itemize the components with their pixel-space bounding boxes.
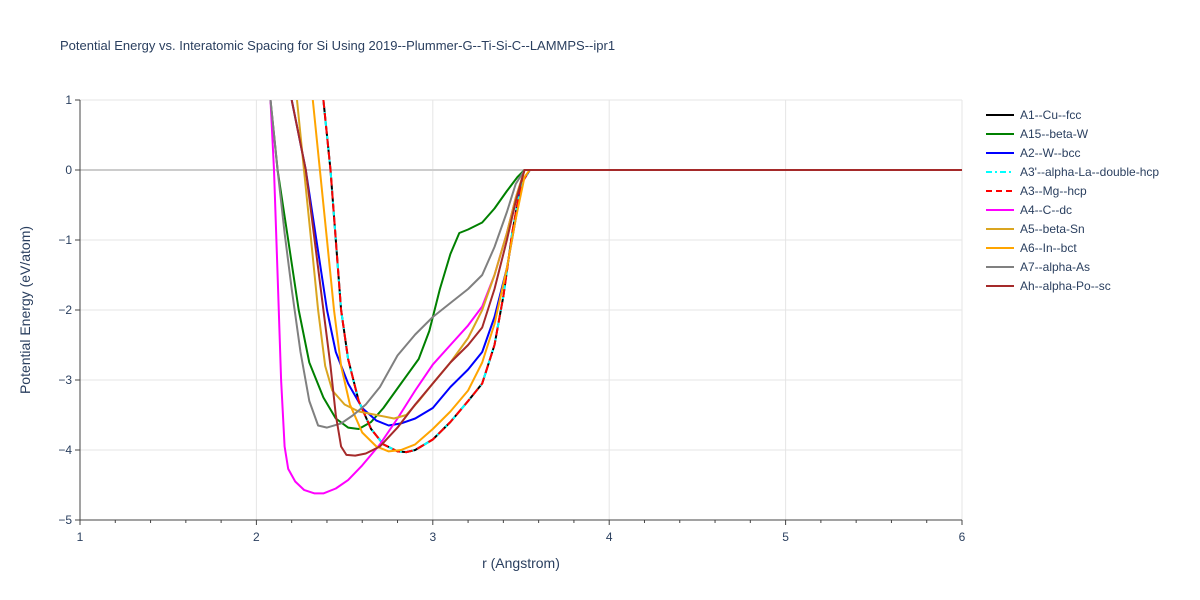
series-line (269, 100, 962, 429)
y-axis-title: Potential Energy (eV/atom) (17, 226, 33, 394)
y-tick-label: −2 (58, 303, 72, 317)
legend-item[interactable]: A7--alpha-As (986, 260, 1090, 274)
y-tick-label: −3 (58, 373, 72, 387)
legend-item[interactable]: A5--beta-Sn (986, 222, 1085, 236)
series-line (311, 100, 962, 453)
x-tick-label: 1 (77, 530, 84, 544)
chart-title: Potential Energy vs. Interatomic Spacing… (60, 38, 615, 53)
legend-item[interactable]: A1--Cu--fcc (986, 108, 1081, 122)
legend[interactable]: A1--Cu--fcc A15--beta-W A2--W--bcc A3'--alp… (986, 108, 1159, 293)
series-layer (269, 100, 962, 495)
legend-item[interactable]: Ah--alpha-Po--sc (986, 279, 1111, 293)
series-line (296, 100, 962, 420)
legend-label: A7--alpha-As (1020, 260, 1090, 274)
y-tick-label: −1 (58, 233, 72, 247)
legend-item[interactable]: A6--In--bct (986, 241, 1077, 255)
axis-layer: 1 2 3 4 5 6 1 0 −1 −2 −3 −4 −5 (58, 93, 965, 544)
y-tick-label: 0 (65, 163, 72, 177)
legend-label: A6--In--bct (1020, 241, 1077, 255)
x-axis-title: r (Angstrom) (482, 555, 560, 571)
legend-item[interactable]: A3--Mg--hcp (986, 184, 1087, 198)
series-line (290, 100, 962, 427)
y-tick-label: −5 (58, 513, 72, 527)
legend-label: A3'--alpha-La--double-hcp (1020, 165, 1159, 179)
legend-label: A3--Mg--hcp (1020, 184, 1087, 198)
legend-label: Ah--alpha-Po--sc (1020, 279, 1111, 293)
x-tick-label: 3 (429, 530, 436, 544)
series-line (290, 100, 962, 457)
x-tick-label: 2 (253, 530, 260, 544)
x-tick-label: 6 (959, 530, 966, 544)
x-tick-label: 4 (606, 530, 613, 544)
legend-item[interactable]: A4--C--dc (986, 203, 1072, 217)
x-tick-label: 5 (782, 530, 789, 544)
series-line (269, 100, 962, 430)
y-tick-label: 1 (65, 93, 72, 107)
legend-item[interactable]: A2--W--bcc (986, 146, 1080, 160)
legend-label: A2--W--bcc (1020, 146, 1080, 160)
legend-item[interactable]: A15--beta-W (986, 127, 1089, 141)
legend-item[interactable]: A3'--alpha-La--double-hcp (986, 165, 1159, 179)
grid-layer (80, 99, 963, 520)
legend-label: A5--beta-Sn (1020, 222, 1085, 236)
legend-label: A4--C--dc (1020, 203, 1072, 217)
legend-label: A1--Cu--fcc (1020, 108, 1081, 122)
y-tick-label: −4 (58, 443, 72, 457)
legend-label: A15--beta-W (1020, 127, 1089, 141)
